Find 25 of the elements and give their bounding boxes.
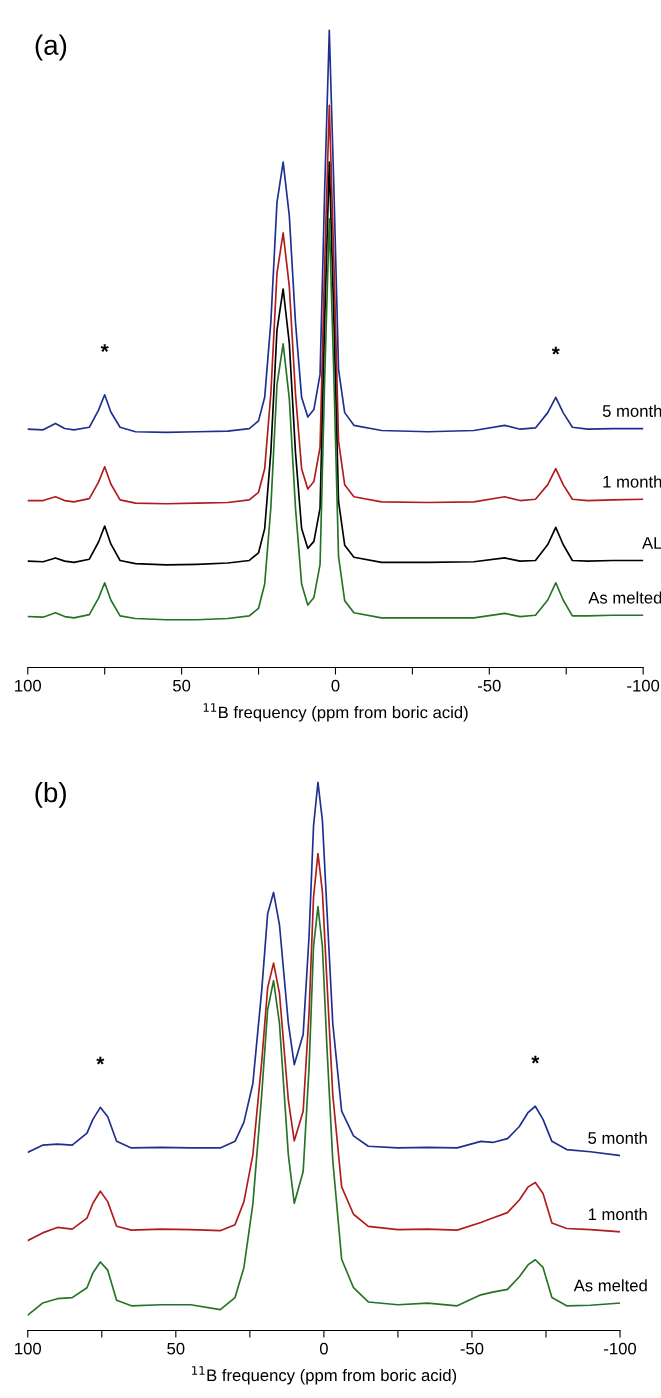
x-tick-label: 50 <box>167 1342 185 1355</box>
x-tick-label: -100 <box>627 679 660 692</box>
x-axis-title: $^{11}$B frequency (ppm from boric acid) <box>203 703 468 722</box>
x-tick-label: -50 <box>460 1342 484 1355</box>
series-label: AL <box>642 537 661 549</box>
series-label: As melted <box>588 591 661 604</box>
series-label: As melted <box>573 1279 647 1292</box>
x-tick-label: -50 <box>478 679 501 692</box>
chart-title: (a) <box>35 34 67 61</box>
series-label: 5 month <box>602 404 661 417</box>
x-axis-title: $^{11}$B frequency (ppm from boric acid) <box>192 1366 457 1385</box>
annotation: * <box>531 1055 540 1064</box>
x-tick-label: 100 <box>15 679 42 692</box>
x-tick-label: 0 <box>319 1342 328 1355</box>
series-label: 1 month <box>603 475 661 488</box>
x-tick-label: -100 <box>604 1342 637 1355</box>
x-tick-label: 0 <box>331 679 340 692</box>
annotation: * <box>96 1056 105 1065</box>
x-tick-label: 50 <box>173 679 191 692</box>
x-tick-label: 100 <box>15 1342 42 1355</box>
annotation: * <box>551 346 560 355</box>
series-label: 1 month <box>588 1207 647 1221</box>
series-label: 5 month <box>588 1131 647 1144</box>
chart-title: (b) <box>35 781 66 808</box>
annotation: * <box>100 344 109 352</box>
